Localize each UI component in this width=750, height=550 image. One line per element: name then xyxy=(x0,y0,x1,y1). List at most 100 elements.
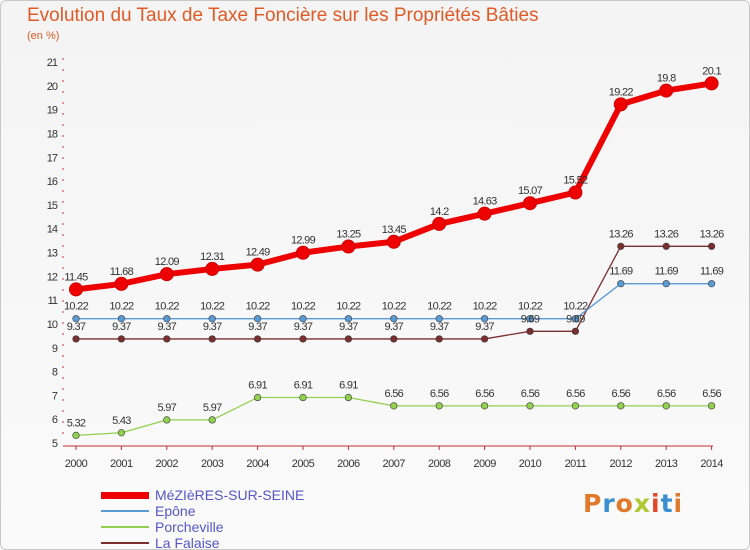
y-tick-label: 17 xyxy=(47,152,58,164)
x-tick-label: 2009 xyxy=(473,458,496,470)
data-label: 13.26 xyxy=(609,228,634,240)
legend-item: Epône xyxy=(101,503,304,519)
data-point xyxy=(69,282,83,297)
data-label: 9.37 xyxy=(384,321,403,333)
data-label: 9.37 xyxy=(203,321,222,333)
logo-letter: i xyxy=(651,489,661,518)
logo-letter: r xyxy=(602,489,616,518)
data-point xyxy=(390,402,398,410)
data-point xyxy=(617,402,625,410)
data-point xyxy=(341,239,356,254)
data-label: 13.25 xyxy=(336,229,361,241)
data-label: 6.56 xyxy=(430,388,449,400)
data-label: 9.37 xyxy=(248,321,267,333)
x-tick-label: 2004 xyxy=(246,458,269,470)
data-point xyxy=(163,315,171,323)
data-label: 10.22 xyxy=(427,301,452,313)
data-label: 10.22 xyxy=(109,301,134,313)
data-point xyxy=(344,315,353,323)
data-label: 6.56 xyxy=(475,388,494,400)
x-tick-label: 2007 xyxy=(383,458,406,470)
logo-letter: P xyxy=(583,489,603,518)
data-label: 13.45 xyxy=(382,224,407,236)
data-label: 9.37 xyxy=(294,321,313,333)
data-point xyxy=(526,327,534,335)
data-point xyxy=(432,216,447,231)
data-label: 9.69 xyxy=(521,313,540,325)
chart-legend: MéZIèRES-SUR-SEINE Epône Porcheville La Fal… xyxy=(101,487,304,549)
data-point xyxy=(477,206,492,221)
legend-label: Epône xyxy=(155,502,196,519)
data-label: 6.56 xyxy=(657,388,676,400)
data-label: 6.56 xyxy=(566,388,585,400)
data-label: 12.49 xyxy=(246,247,271,259)
y-tick-label: 10 xyxy=(47,319,58,331)
data-point xyxy=(523,196,537,211)
y-tick-label: 16 xyxy=(47,176,58,188)
x-tick-label: 2003 xyxy=(201,458,224,470)
data-point xyxy=(662,242,670,250)
data-label: 11.68 xyxy=(110,266,134,278)
x-tick-label: 2001 xyxy=(110,458,133,470)
logo-letter: i xyxy=(673,489,684,518)
data-point xyxy=(254,393,262,402)
data-point xyxy=(386,234,401,249)
data-label: 9.37 xyxy=(157,321,176,333)
data-point xyxy=(481,402,489,410)
data-label: 6.56 xyxy=(521,388,540,400)
y-tick-label: 14 xyxy=(47,224,58,236)
data-point xyxy=(662,402,670,410)
data-point xyxy=(435,315,443,323)
data-label: 6.91 xyxy=(294,380,313,392)
data-point xyxy=(205,261,220,276)
data-point xyxy=(117,429,125,437)
data-label: 10.22 xyxy=(382,301,407,313)
legend-item: MéZIèRES-SUR-SEINE xyxy=(101,487,304,503)
data-label: 5.97 xyxy=(203,402,222,414)
legend-swatch xyxy=(101,491,149,499)
data-point xyxy=(114,276,129,291)
x-tick-label: 2005 xyxy=(292,458,315,470)
data-label: 5.97 xyxy=(157,402,176,414)
y-tick-label: 8 xyxy=(52,367,58,379)
data-point xyxy=(72,315,80,323)
x-tick-label: 2000 xyxy=(65,458,88,470)
data-point xyxy=(707,280,716,288)
x-tick-label: 2012 xyxy=(610,458,633,470)
x-tick-label: 2006 xyxy=(337,458,360,470)
data-point xyxy=(299,335,307,343)
data-point xyxy=(571,315,580,323)
data-label: 12.09 xyxy=(155,256,180,268)
data-point xyxy=(617,242,625,250)
data-point xyxy=(662,280,670,288)
legend-swatch xyxy=(101,510,149,512)
logo-letter: t xyxy=(660,489,674,518)
data-label: 10.22 xyxy=(336,301,361,313)
data-point xyxy=(568,185,583,200)
x-tick-label: 2014 xyxy=(700,458,723,470)
y-tick-label: 21 xyxy=(47,57,58,69)
y-tick-label: 13 xyxy=(47,248,58,260)
data-point xyxy=(163,335,171,343)
data-point xyxy=(435,402,443,410)
data-label: 10.22 xyxy=(473,301,498,313)
data-point xyxy=(250,257,265,272)
x-tick-label: 2013 xyxy=(655,458,678,470)
data-label: 11.69 xyxy=(609,266,633,278)
data-point xyxy=(707,242,716,250)
data-point xyxy=(299,315,307,323)
data-point xyxy=(707,402,716,410)
data-point xyxy=(117,315,125,323)
legend-swatch xyxy=(101,526,149,528)
data-point xyxy=(435,335,443,343)
data-point xyxy=(571,402,580,410)
data-label: 11.69 xyxy=(700,266,724,278)
logo-letter: o xyxy=(615,489,634,518)
x-tick-label: 2008 xyxy=(428,458,451,470)
legend-label: MéZIèRES-SUR-SEINE xyxy=(155,486,305,503)
legend-item: La Falaise xyxy=(101,535,304,549)
data-label: 19.22 xyxy=(609,86,634,98)
data-label: 12.99 xyxy=(291,235,316,247)
